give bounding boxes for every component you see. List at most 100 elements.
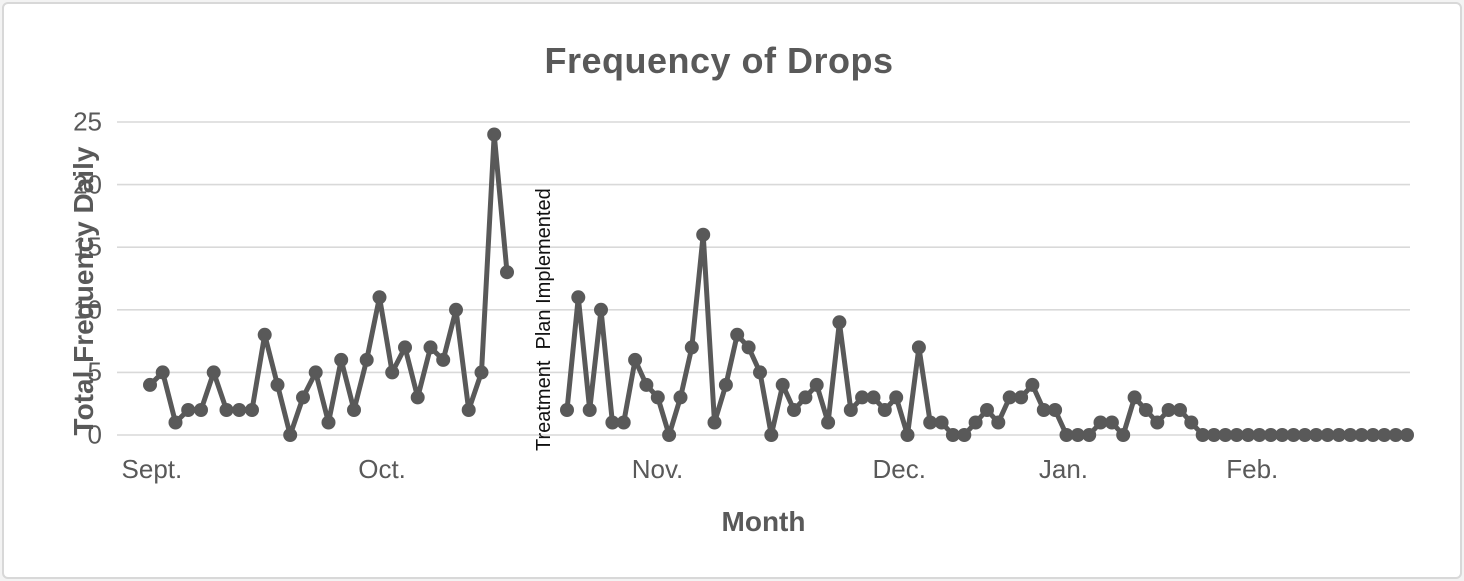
data-point-marker (639, 377, 654, 392)
data-point-marker (385, 365, 400, 380)
data-point-marker (410, 390, 425, 405)
data-point-marker (571, 290, 586, 305)
data-point-marker (143, 377, 157, 392)
data-point-marker (487, 127, 502, 142)
x-month-label: Feb. (1226, 454, 1279, 484)
data-point-marker (855, 390, 870, 405)
data-point-marker (775, 377, 790, 392)
data-point-marker (957, 428, 972, 442)
data-point-marker (194, 403, 208, 417)
data-point-marker (206, 365, 221, 380)
data-point-marker (650, 390, 665, 405)
data-point-marker (1400, 428, 1414, 442)
data-point-marker (684, 340, 699, 355)
data-point-marker (662, 428, 677, 442)
data-point-marker (628, 352, 643, 367)
data-point-marker (594, 302, 608, 317)
data-point-marker (1195, 428, 1210, 442)
data-point-marker (741, 340, 756, 355)
data-point-marker (1070, 428, 1085, 442)
data-point-marker (696, 227, 711, 242)
data-point-marker (787, 403, 801, 417)
data-point-marker (449, 302, 463, 317)
data-point-marker (1104, 415, 1119, 430)
data-point-marker (582, 403, 597, 417)
data-point-marker (1082, 428, 1097, 442)
data-series-line-pre-treatment (147, 132, 510, 438)
data-point-marker (168, 415, 183, 430)
data-point-marker (707, 415, 722, 430)
data-point-marker (900, 428, 915, 442)
data-point-marker (359, 352, 374, 367)
data-point-marker (283, 428, 298, 442)
data-point-marker (423, 340, 438, 355)
data-point-marker (232, 403, 247, 417)
data-point-marker (1014, 390, 1029, 405)
x-month-label: Jan. (1038, 454, 1089, 484)
data-point-marker (181, 403, 196, 417)
x-month-label: Dec. (872, 454, 926, 484)
data-point-marker (1343, 428, 1358, 442)
data-point-marker (1116, 428, 1131, 442)
data-point-marker (270, 377, 285, 392)
data-point-marker (1127, 390, 1142, 405)
data-point-marker (500, 265, 514, 280)
data-point-marker (1377, 428, 1392, 442)
data-point-marker (980, 403, 994, 417)
data-point-marker (219, 403, 234, 417)
x-month-label: Nov. (631, 454, 684, 484)
data-point-marker (245, 403, 259, 417)
data-point-marker (1320, 428, 1335, 442)
data-point-marker (1252, 428, 1267, 442)
data-point-marker (372, 290, 387, 305)
data-point-marker (730, 327, 745, 342)
data-point-marker (1309, 428, 1324, 442)
data-point-marker (155, 365, 170, 380)
data-point-marker (1263, 428, 1278, 442)
data-point-marker (1275, 428, 1290, 442)
data-point-marker (991, 415, 1006, 430)
data-point-marker (877, 403, 892, 417)
data-point-marker (753, 365, 767, 380)
data-point-marker (296, 390, 310, 405)
data-point-marker (616, 415, 631, 430)
x-month-label: Sept. (121, 454, 183, 484)
y-tick-label: 0 (87, 419, 102, 450)
data-point-marker (1036, 403, 1051, 417)
data-point-marker (308, 365, 323, 380)
data-point-marker (1002, 390, 1017, 405)
data-point-marker (1354, 428, 1369, 442)
data-point-marker (832, 315, 847, 330)
y-tick-label: 25 (73, 106, 102, 137)
data-point-marker (764, 428, 779, 442)
data-point-marker (809, 377, 824, 392)
data-point-marker (1173, 403, 1187, 417)
data-point-marker (934, 415, 949, 430)
data-point-marker (1297, 428, 1312, 442)
y-tick-label: 5 (87, 356, 102, 387)
data-point-marker (1093, 415, 1108, 430)
data-point-marker (321, 415, 336, 430)
data-point-marker (923, 415, 938, 430)
plot-area (117, 121, 1414, 442)
data-point-marker (1218, 428, 1233, 442)
data-point-marker (1366, 428, 1380, 442)
data-point-marker (821, 415, 836, 430)
chart-title: Frequency of Drops (544, 40, 894, 81)
data-point-marker (866, 390, 881, 405)
data-point-marker (673, 390, 688, 405)
data-point-marker (398, 340, 412, 355)
data-point-marker (334, 352, 349, 367)
data-point-marker (718, 377, 733, 392)
data-point-marker (911, 340, 926, 355)
data-point-marker (1138, 403, 1153, 417)
data-point-marker (798, 390, 813, 405)
data-point-marker (1150, 415, 1165, 430)
x-month-label: Oct. (358, 454, 406, 484)
treatment-annotation: Treatment Plan Implemented (533, 188, 555, 451)
data-point-marker (560, 403, 574, 417)
data-point-marker (945, 428, 960, 442)
data-point-marker (1241, 428, 1256, 442)
data-point-marker (1286, 428, 1301, 442)
